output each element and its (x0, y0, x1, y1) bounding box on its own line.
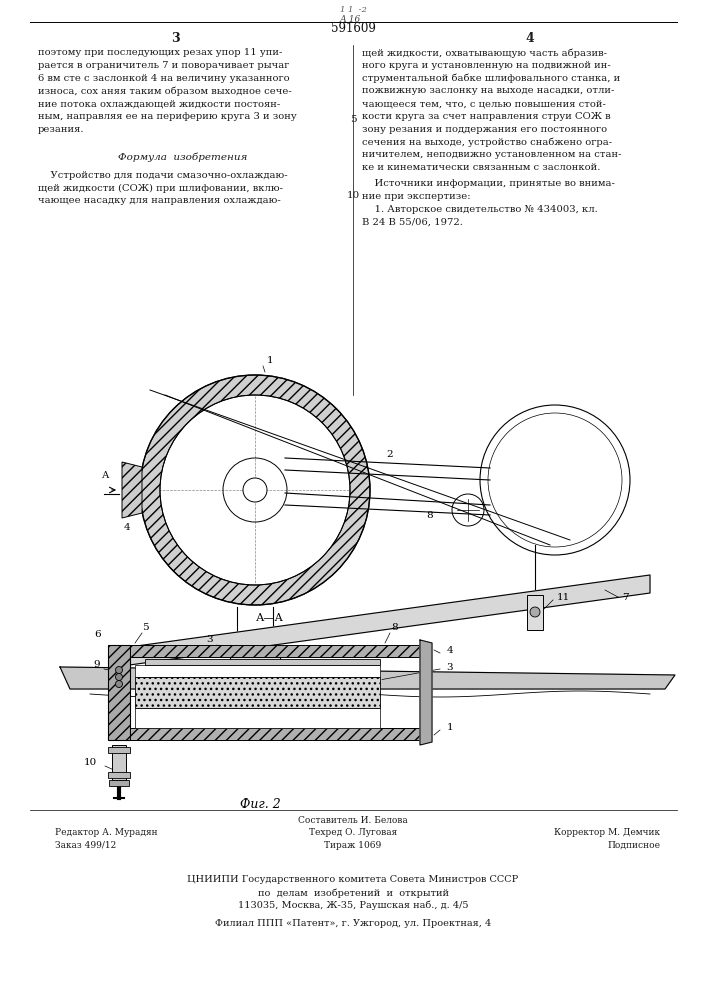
Text: ние при экспертизе:: ние при экспертизе: (362, 192, 471, 201)
Text: 1 1  -2: 1 1 -2 (339, 6, 366, 14)
Text: 2: 2 (387, 450, 393, 459)
Text: А: А (103, 471, 110, 480)
Text: 10: 10 (83, 758, 97, 767)
Text: Редактор А. Мурадян: Редактор А. Мурадян (55, 828, 158, 837)
Text: Фиг. 1: Фиг. 1 (320, 702, 361, 716)
Text: Источники информации, принятые во внима-: Источники информации, принятые во внима- (362, 179, 615, 188)
Text: Филиал ППП «Патент», г. Ужгород, ул. Проектная, 4: Филиал ППП «Патент», г. Ужгород, ул. Про… (215, 919, 491, 928)
Text: сечения на выходе, устройство снабжено огра-: сечения на выходе, устройство снабжено о… (362, 138, 612, 147)
Text: 4: 4 (447, 646, 453, 655)
Bar (230, 647, 280, 669)
Bar (109, 780, 129, 786)
Text: Фиг. 2: Фиг. 2 (240, 798, 281, 812)
Bar (135, 708, 380, 728)
Bar (108, 772, 130, 778)
Text: 11: 11 (557, 593, 571, 602)
Wedge shape (140, 375, 370, 605)
Text: 1. Авторское свидетельство № 434003, кл.: 1. Авторское свидетельство № 434003, кл. (362, 205, 597, 214)
Polygon shape (115, 575, 650, 667)
Bar (527, 595, 543, 630)
Bar (112, 745, 126, 780)
Text: 3: 3 (170, 32, 180, 45)
Text: износа, сох аняя таким образом выходное сече-: износа, сох аняя таким образом выходное … (38, 86, 292, 96)
Bar (108, 645, 130, 740)
Polygon shape (60, 667, 675, 689)
Circle shape (243, 478, 267, 502)
Text: Подписное: Подписное (607, 841, 660, 850)
Text: 4: 4 (124, 523, 130, 532)
Text: ным, направляя ее на периферию круга 3 и зону: ным, направляя ее на периферию круга 3 и… (38, 112, 297, 121)
Bar (130, 645, 420, 657)
Text: ЦНИИПИ Государственного комитета Совета Министров СССР: ЦНИИПИ Государственного комитета Совета … (187, 875, 519, 884)
Bar (145, 659, 380, 665)
Text: 5: 5 (141, 623, 148, 632)
Text: 6: 6 (95, 630, 101, 639)
Text: 5: 5 (350, 115, 356, 124)
Text: 1: 1 (267, 356, 274, 365)
Text: струментальной бабке шлифовального станка, и: струментальной бабке шлифовального станк… (362, 74, 620, 83)
Text: резания.: резания. (38, 125, 85, 134)
Text: Тираж 1069: Тираж 1069 (325, 841, 382, 850)
Text: 10: 10 (346, 190, 360, 200)
Text: 591609: 591609 (331, 22, 375, 35)
Text: ние потока охлаждающей жидкости постоян-: ние потока охлаждающей жидкости постоян- (38, 99, 280, 108)
Circle shape (115, 674, 122, 680)
Text: Устройство для подачи смазочно-охлаждаю-: Устройство для подачи смазочно-охлаждаю- (38, 171, 288, 180)
Text: Формула  изобретения: Формула изобретения (118, 153, 247, 162)
Text: 7: 7 (621, 593, 629, 602)
Text: по  делам  изобретений  и  открытий: по делам изобретений и открытий (257, 888, 448, 898)
Text: А—А: А—А (256, 613, 284, 623)
Text: зону резания и поддержания его постоянного: зону резания и поддержания его постоянно… (362, 125, 607, 134)
Text: Заказ 499/12: Заказ 499/12 (55, 841, 116, 850)
Text: 3: 3 (447, 663, 453, 672)
Text: 113035, Москва, Ж-35, Раушская наб., д. 4/5: 113035, Москва, Ж-35, Раушская наб., д. … (238, 901, 468, 910)
Text: рается в ограничитель 7 и поворачивает рычаг: рается в ограничитель 7 и поворачивает р… (38, 61, 289, 70)
Text: щей жидкости, охватывающую часть абразив-: щей жидкости, охватывающую часть абразив… (362, 48, 607, 57)
Circle shape (530, 607, 540, 617)
Text: кости круга за счет направления струи СОЖ в: кости круга за счет направления струи СО… (362, 112, 611, 121)
Bar (108, 747, 130, 753)
Text: 3: 3 (206, 635, 214, 644)
Text: 8: 8 (427, 511, 433, 520)
Bar (130, 728, 420, 740)
Text: Техред О. Луговая: Техред О. Луговая (309, 828, 397, 837)
Text: Корректор М. Демчик: Корректор М. Демчик (554, 828, 660, 837)
Text: Составитель И. Белова: Составитель И. Белова (298, 816, 408, 825)
Text: 8: 8 (392, 623, 398, 632)
Text: щей жидкости (СОЖ) при шлифовании, вклю-: щей жидкости (СОЖ) при шлифовании, вклю- (38, 183, 283, 193)
Text: 6 вм сте с заслонкой 4 на величину указанного: 6 вм сте с заслонкой 4 на величину указа… (38, 74, 290, 83)
Text: чающее насадку для направления охлаждаю-: чающее насадку для направления охлаждаю- (38, 196, 281, 205)
Text: 4: 4 (525, 32, 534, 45)
Text: ного круга и установленную на подвижной ин-: ного круга и установленную на подвижной … (362, 61, 611, 70)
Polygon shape (420, 640, 432, 745)
Text: 9: 9 (94, 660, 100, 669)
Circle shape (115, 666, 122, 674)
Text: 1: 1 (447, 723, 453, 732)
Text: поэтому при последующих резах упор 11 упи-: поэтому при последующих резах упор 11 уп… (38, 48, 282, 57)
Text: ке и кинематически связанным с заслонкой.: ке и кинематически связанным с заслонкой… (362, 163, 600, 172)
Text: ничителем, неподвижно установленном на стан-: ничителем, неподвижно установленном на с… (362, 150, 621, 159)
Bar (135, 665, 380, 677)
Text: чающееся тем, что, с целью повышения стой-: чающееся тем, что, с целью повышения сто… (362, 99, 606, 108)
Text: пожвижную заслонку на выходе насадки, отли-: пожвижную заслонку на выходе насадки, от… (362, 86, 614, 95)
Circle shape (115, 680, 122, 688)
Polygon shape (122, 462, 142, 518)
Text: А 16: А 16 (339, 14, 361, 23)
Bar (135, 677, 380, 708)
Text: В 24 В 55/06, 1972.: В 24 В 55/06, 1972. (362, 217, 463, 226)
